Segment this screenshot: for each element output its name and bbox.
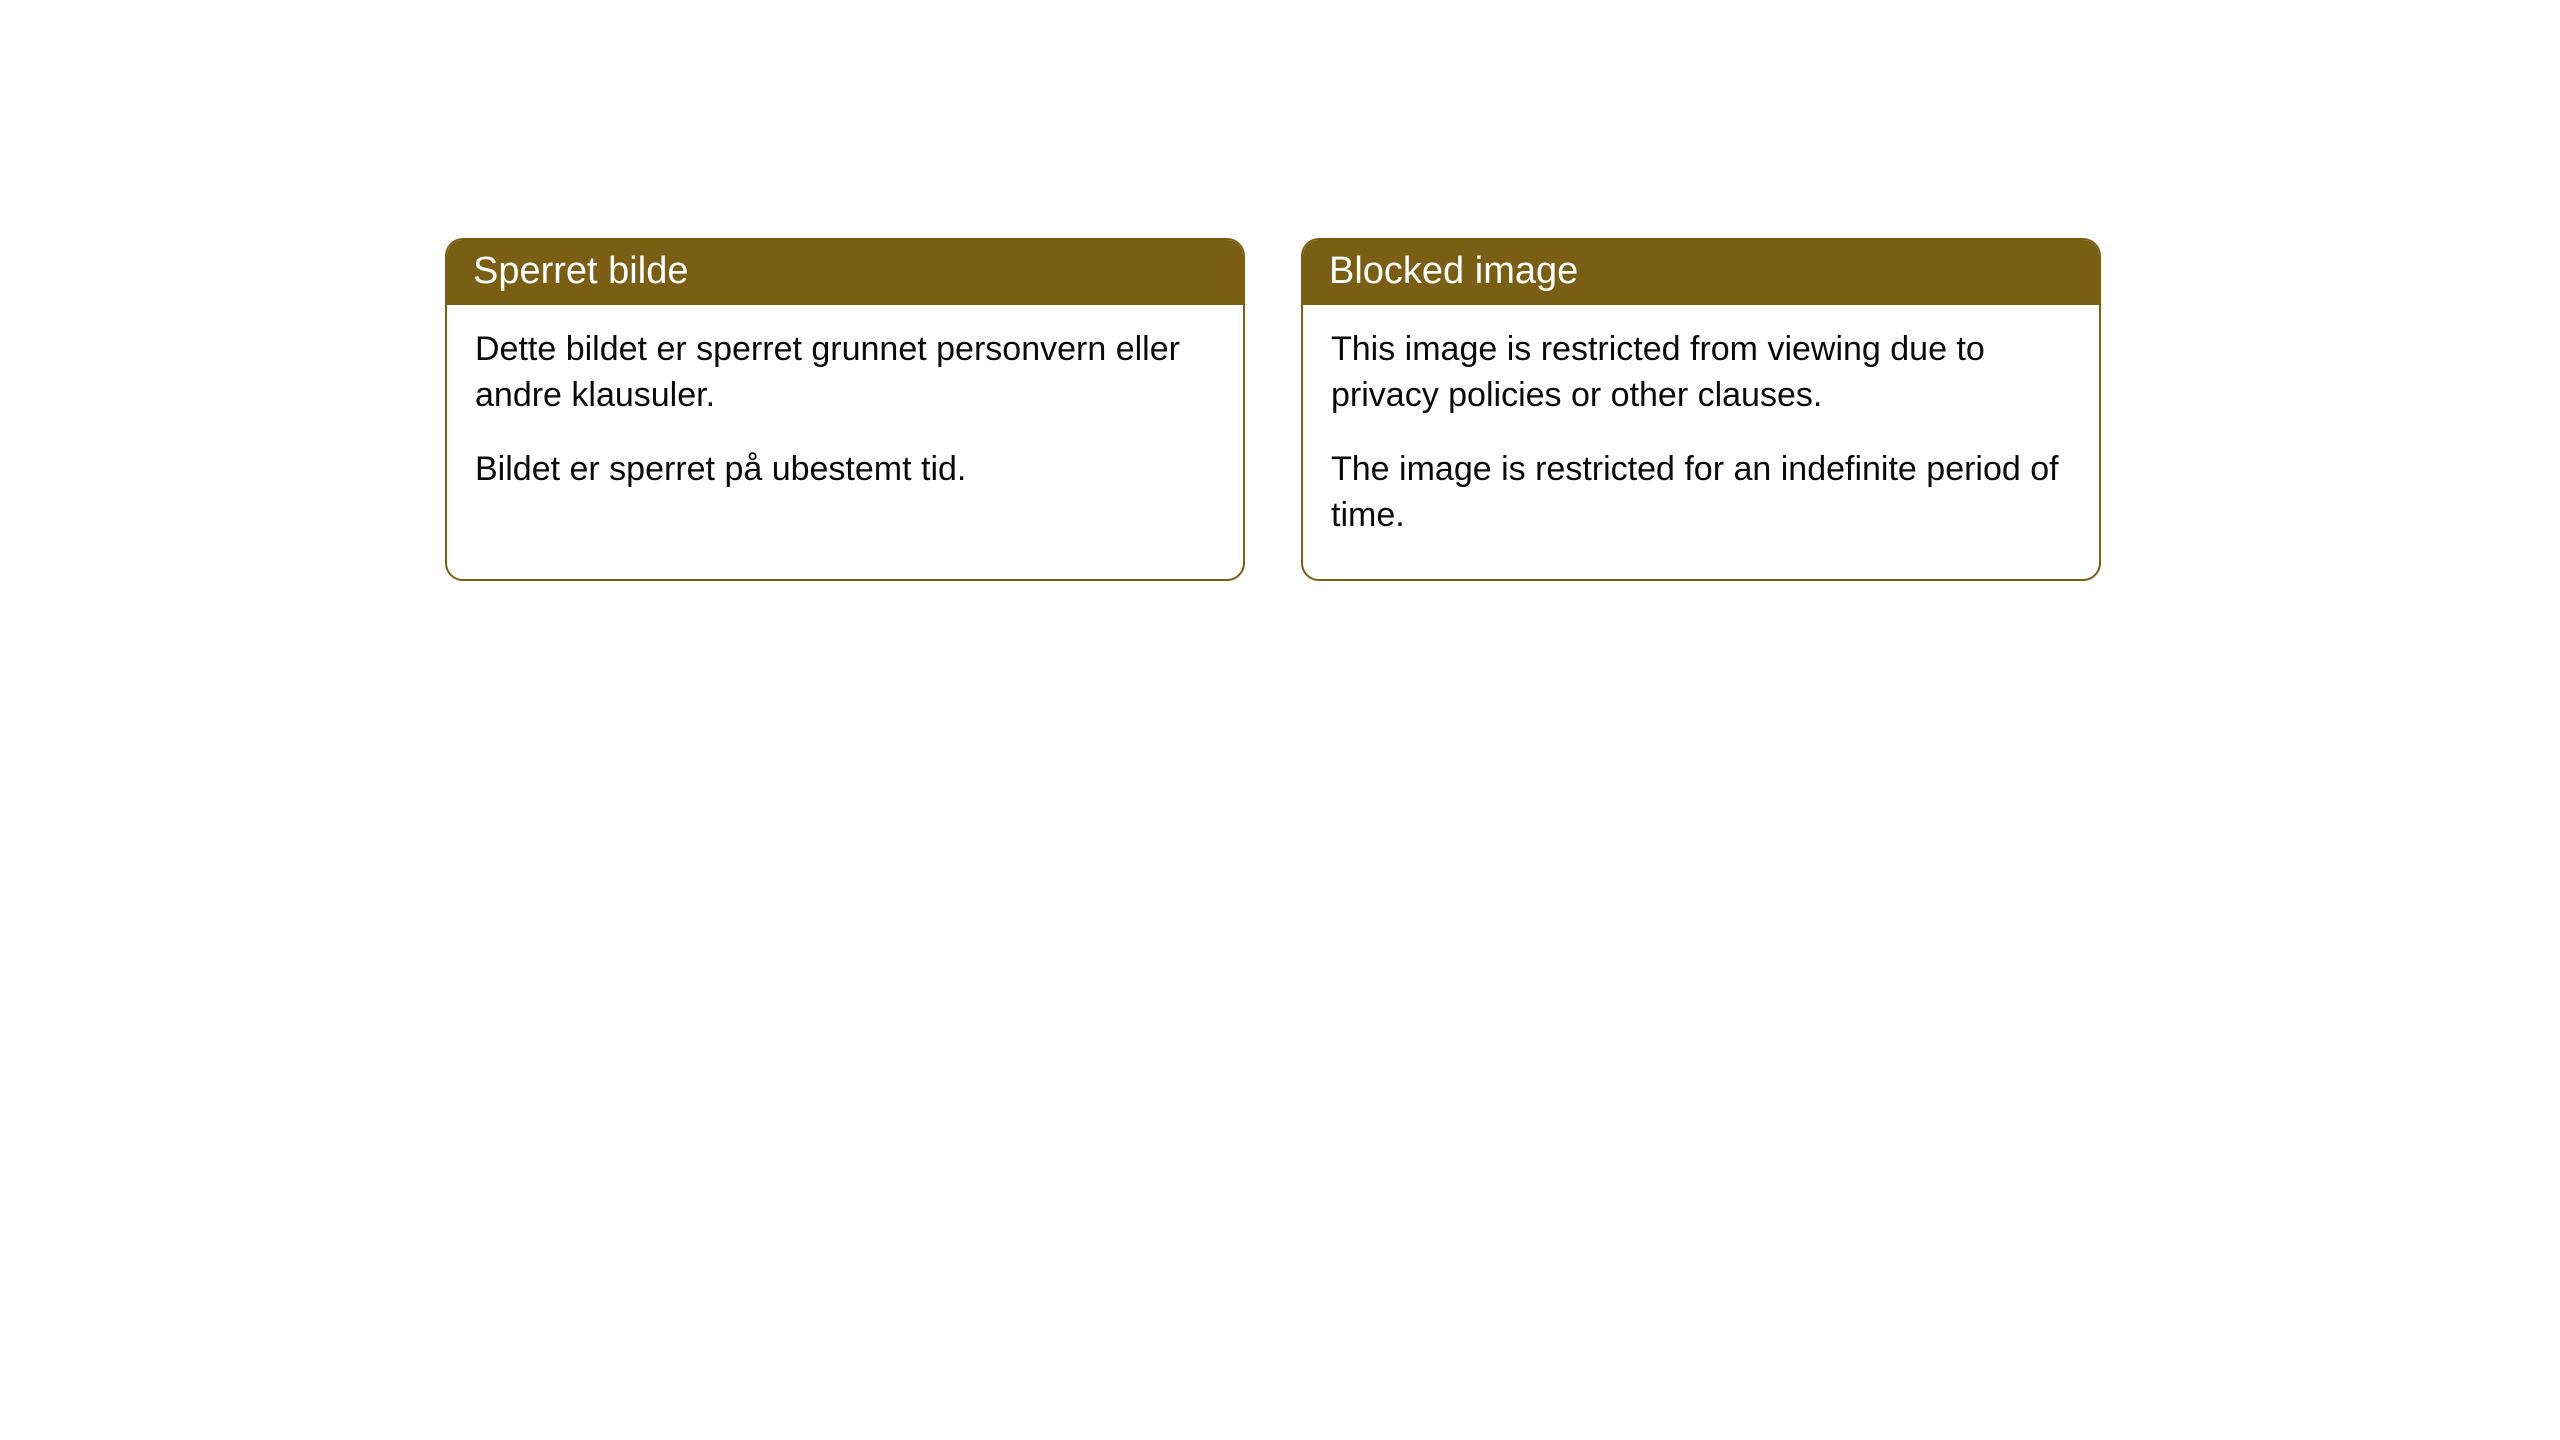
card-header-norwegian: Sperret bilde	[447, 240, 1243, 305]
notice-card-norwegian: Sperret bilde Dette bildet er sperret gr…	[445, 238, 1245, 581]
card-title: Blocked image	[1329, 250, 1578, 292]
card-body-english: This image is restricted from viewing du…	[1303, 305, 2099, 579]
notice-card-english: Blocked image This image is restricted f…	[1301, 238, 2101, 581]
notice-cards-container: Sperret bilde Dette bildet er sperret gr…	[445, 238, 2101, 581]
card-paragraph: The image is restricted for an indefinit…	[1331, 447, 2071, 539]
card-paragraph: Bildet er sperret på ubestemt tid.	[475, 447, 1215, 493]
card-header-english: Blocked image	[1303, 240, 2099, 305]
card-paragraph: Dette bildet er sperret grunnet personve…	[475, 327, 1215, 419]
card-body-norwegian: Dette bildet er sperret grunnet personve…	[447, 305, 1243, 533]
card-title: Sperret bilde	[473, 250, 688, 292]
card-paragraph: This image is restricted from viewing du…	[1331, 327, 2071, 419]
